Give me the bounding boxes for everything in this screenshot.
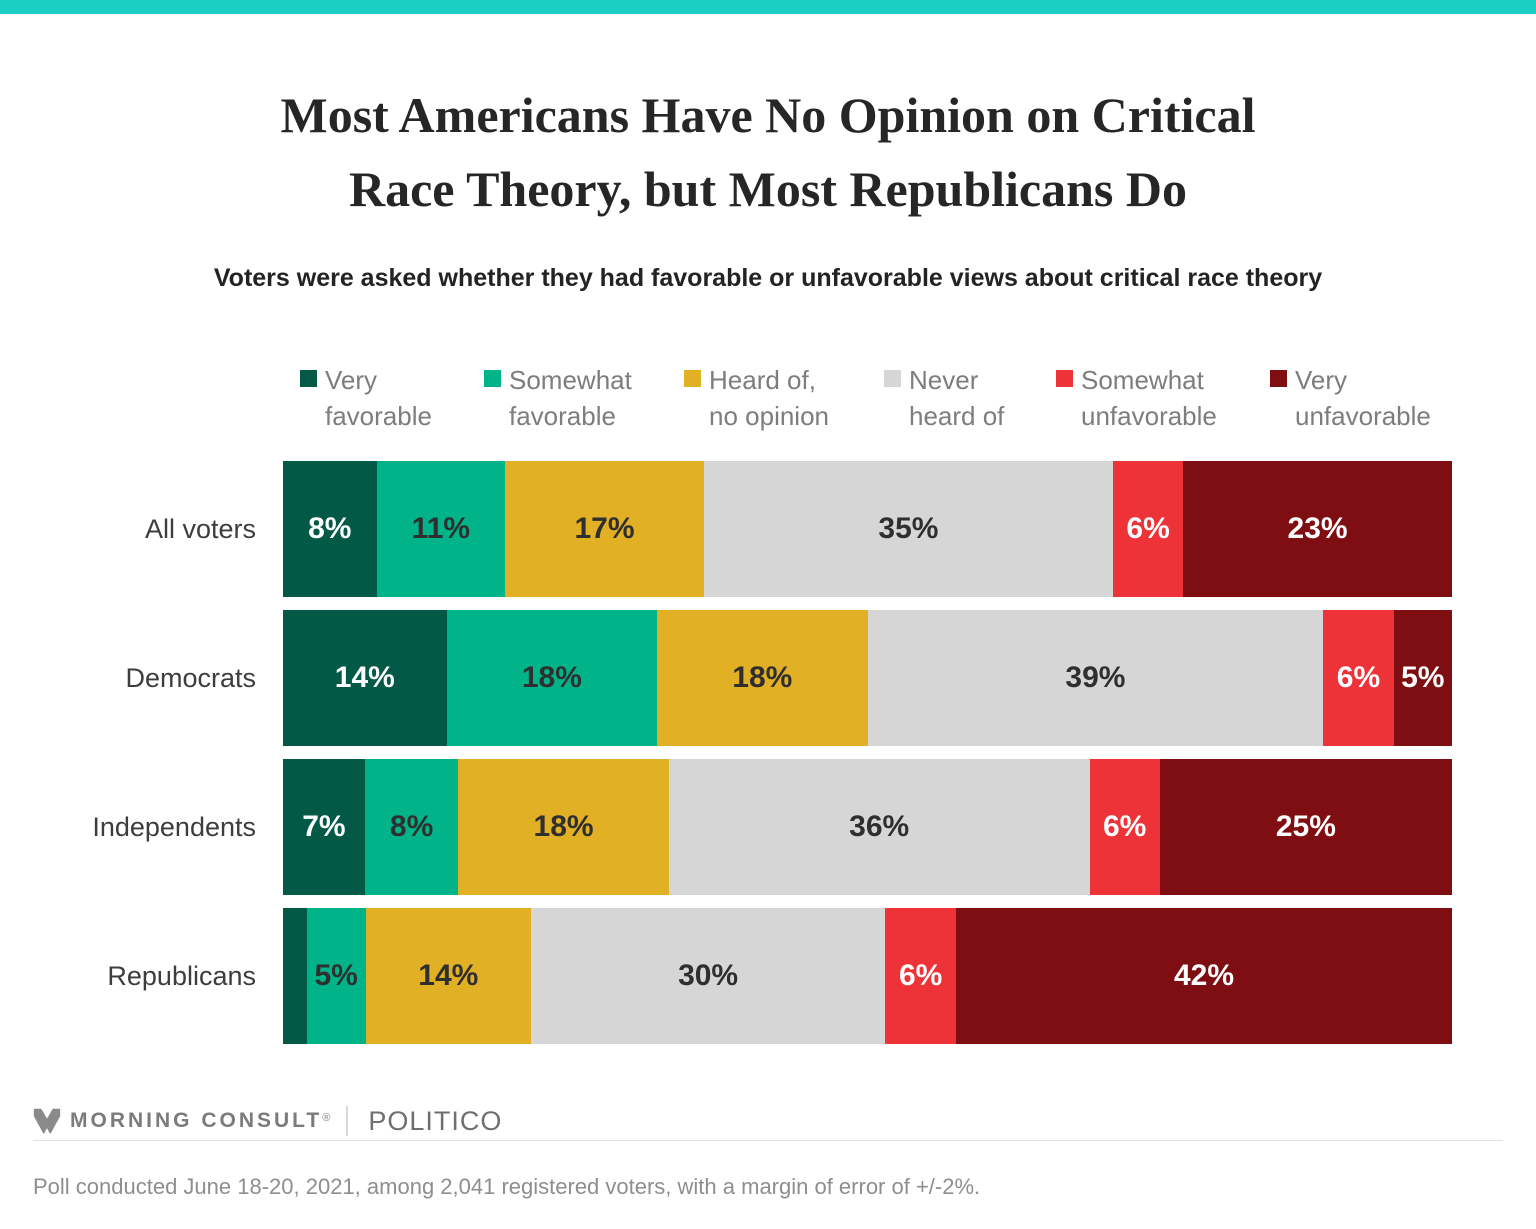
bar-segment: 18% [657, 610, 868, 746]
bar-segment: 23% [1183, 461, 1453, 597]
legend-swatch-icon [1270, 370, 1287, 387]
legend-item: Never heard of [884, 362, 1004, 434]
legend-label: Very unfavorable [1295, 365, 1431, 431]
legend-item: Heard of, no opinion [684, 362, 829, 434]
legend: Very favorable Somewhat favorable Heard of, n… [0, 362, 1536, 442]
brand-bar: MORNING CONSULT® POLITICO [33, 1104, 502, 1138]
registered-trademark-symbol: ® [322, 1112, 331, 1124]
legend-item: Very unfavorable [1270, 362, 1431, 434]
brand-wordmark: MORNING CONSULT® [70, 1109, 330, 1133]
stacked-bar: 14% 18% 18% 39% 6% 5% [283, 610, 1452, 746]
bar-segment: 42% [956, 908, 1452, 1044]
bar-segment: 11% [376, 461, 506, 597]
bar-segment: 5% [1393, 610, 1452, 746]
chart-row: All voters 8% 11% 17% 35% 6% 23% [0, 461, 1536, 597]
legend-item: Very favorable [300, 362, 432, 434]
row-label: Republicans [107, 960, 256, 991]
stacked-bar: 5% 14% 30% 6% 42% [283, 908, 1452, 1044]
legend-label: Somewhat unfavorable [1081, 365, 1217, 431]
bar-segment: 14% [365, 908, 531, 1044]
page-title-line2: Race Theory, but Most Republicans Do [348, 161, 1187, 217]
bar-segment: 6% [1113, 461, 1184, 597]
brand-divider [346, 1106, 349, 1136]
legend-label: Very favorable [325, 365, 432, 431]
legend-swatch-icon [884, 370, 901, 387]
bar-segment: 6% [1323, 610, 1394, 746]
legend-swatch-icon [484, 370, 501, 387]
legend-label: Heard of, no opinion [709, 365, 829, 431]
legend-swatch-icon [300, 370, 317, 387]
brand-name: MORNING CONSULT [70, 1109, 323, 1132]
bar-segment: 8% [364, 759, 459, 895]
chart-subtitle: Voters were asked whether they had favor… [213, 264, 1323, 292]
bar-segment: 8% [283, 461, 377, 597]
bar-segment: 25% [1159, 759, 1452, 895]
stacked-bar: 7% 8% 18% 36% 6% 25% [283, 759, 1452, 895]
bar-segment [283, 908, 307, 1044]
legend-swatch-icon [684, 370, 701, 387]
accent-top-bar [0, 0, 1536, 14]
row-label: All voters [144, 513, 256, 544]
bar-segment: 17% [505, 461, 704, 597]
bar-segment: 30% [530, 908, 886, 1044]
bar-segment: 7% [283, 759, 365, 895]
legend-item: Somewhat unfavorable [1056, 362, 1217, 434]
page-title-line1: Most Americans Have No Opinion on Critic… [280, 87, 1256, 143]
chart-row: Democrats 14% 18% 18% 39% 6% 5% [0, 610, 1536, 746]
bar-segment: 18% [446, 610, 658, 746]
legend-label: Never heard of [909, 365, 1005, 431]
bar-segment: 39% [867, 610, 1324, 746]
bar-segment: 5% [306, 908, 366, 1044]
partner-wordmark: POLITICO [368, 1105, 503, 1136]
footer-divider-line [33, 1140, 1503, 1141]
row-label: Independents [92, 811, 256, 842]
bar-segment: 6% [885, 908, 957, 1044]
bar-segment: 6% [1089, 759, 1160, 895]
legend-item: Somewhat favorable [484, 362, 632, 434]
stacked-bar: 8% 11% 17% 35% 6% 23% [283, 461, 1453, 597]
bar-segment: 14% [283, 610, 447, 746]
row-label: Democrats [125, 662, 256, 693]
bar-segment: 35% [703, 461, 1113, 597]
morning-consult-logo-icon [33, 1108, 61, 1135]
legend-swatch-icon [1056, 370, 1073, 387]
chart-row: Republicans 5% 14% 30% 6% 42% [0, 908, 1536, 1044]
bar-segment: 36% [668, 759, 1090, 895]
chart-row: Independents 7% 8% 18% 36% 6% 25% [0, 759, 1536, 895]
page-title: Most Americans Have No Opinion on Critic… [0, 78, 1536, 226]
methodology-note: Poll conducted June 18-20, 2021, among 2… [33, 1174, 981, 1199]
bar-segment: 18% [458, 759, 669, 895]
chart: All voters 8% 11% 17% 35% 6% 23% Democrats 14% 18… [0, 461, 1536, 1057]
legend-label: Somewhat favorable [509, 365, 632, 431]
